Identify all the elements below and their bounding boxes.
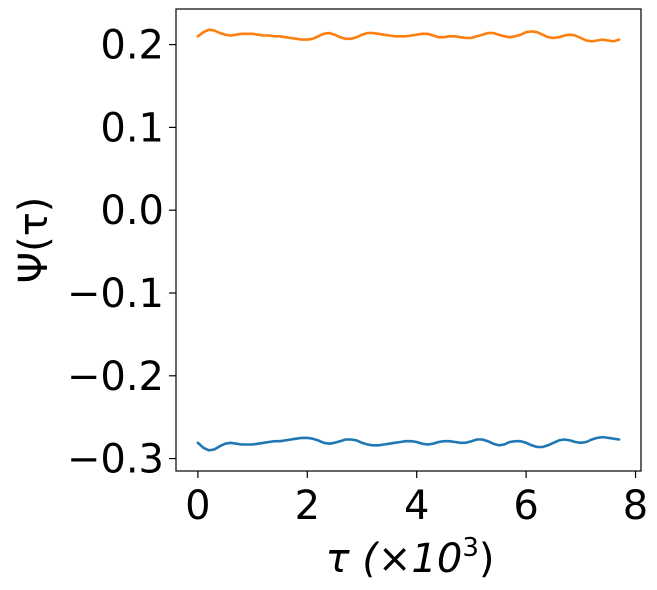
y-tick-label: 0.2 xyxy=(100,23,164,69)
plot-frame xyxy=(175,8,642,472)
y-tick-label: 0.0 xyxy=(100,188,164,234)
x-tick-label: 6 xyxy=(513,483,538,529)
y-axis-label: Ψ(τ) xyxy=(11,197,57,284)
y-tick-label: −0.3 xyxy=(67,437,164,483)
y-tick-label: −0.1 xyxy=(67,271,164,317)
x-tick-label: 8 xyxy=(623,483,648,529)
x-axis-label-superscript: 3 xyxy=(462,533,479,563)
y-tick-label: 0.1 xyxy=(100,105,164,151)
x-axis-label: τ (×103) xyxy=(326,533,495,582)
series-line-1 xyxy=(196,435,621,452)
x-tick-label: 2 xyxy=(295,483,320,529)
y-tick-label: −0.2 xyxy=(67,354,164,400)
series-layer xyxy=(196,28,621,452)
x-axis: 0 2 4 6 8 xyxy=(185,471,648,529)
x-tick-label: 0 xyxy=(185,483,210,529)
y-axis: −0.3 −0.2 −0.1 0.0 0.1 0.2 xyxy=(67,23,176,483)
x-tick-label: 4 xyxy=(404,483,429,529)
series-line-2 xyxy=(196,28,621,43)
